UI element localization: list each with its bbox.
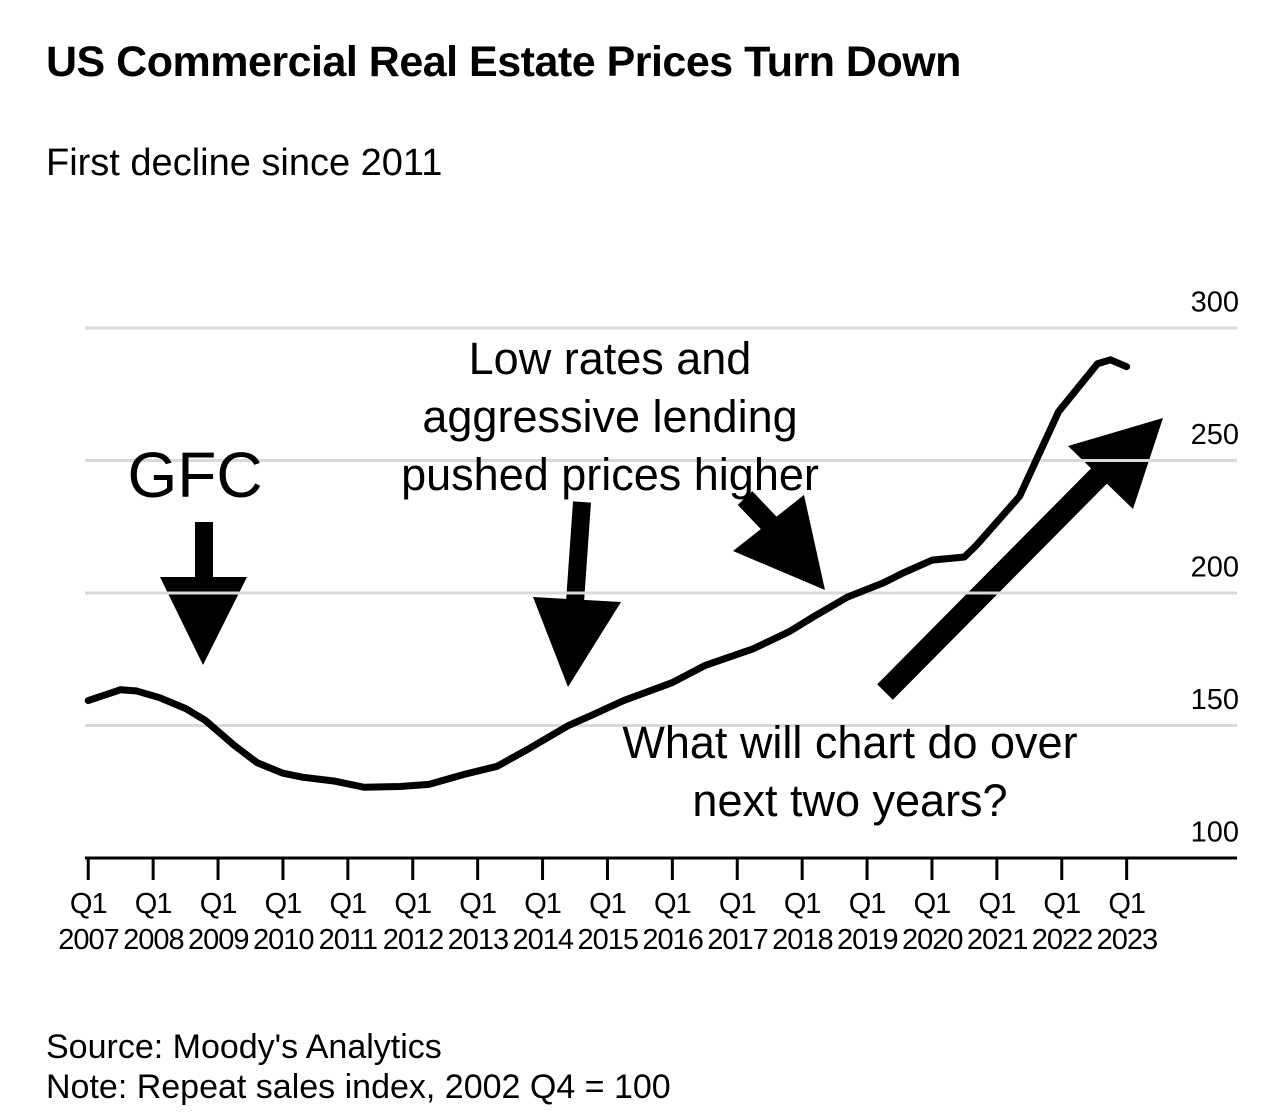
x-tick-label: Q1 2007 (58, 888, 120, 956)
x-tick-label: Q1 2016 (642, 888, 704, 956)
x-tick-label: Q1 2014 (512, 888, 575, 956)
x-tick-label: Q1 2010 (252, 888, 315, 956)
y-tick-label: 200 (1191, 552, 1239, 584)
chart-title: US Commercial Real Estate Prices Turn Do… (46, 38, 961, 86)
x-tick-label: Q1 2013 (447, 888, 510, 956)
x-tick-label: Q1 2011 (318, 888, 378, 956)
arrows (160, 418, 1163, 700)
source: Source: Moody's Analytics (46, 1028, 442, 1066)
x-tick-label: Q1 2020 (901, 888, 964, 956)
x-tick-label: Q1 2021 (966, 888, 1029, 956)
chart-subtitle: First decline since 2011 (46, 142, 443, 184)
y-tick-label: 150 (1191, 684, 1239, 716)
line (84, 356, 1131, 791)
x-tick-label: Q1 2009 (188, 888, 250, 956)
annotation: Low rates and aggressive lending pushed … (401, 333, 819, 500)
x-tick-label: Q1 2015 (577, 888, 639, 956)
y-tick-label: 100 (1191, 817, 1239, 849)
annotation: GFC (127, 439, 263, 511)
x-tick-label: Q1 2022 (1031, 888, 1094, 956)
y-tick-label: 250 (1191, 419, 1239, 451)
x-tick-label: Q1 2017 (707, 888, 769, 956)
x-tick-label: Q1 2018 (772, 888, 834, 956)
annotation: What will chart do over next two years? (622, 717, 1078, 826)
note: Note: Repeat sales index, 2002 Q4 = 100 (46, 1068, 671, 1106)
x-tick-label: Q1 2012 (382, 888, 445, 956)
x-tick-label: Q1 2023 (1096, 888, 1159, 956)
y-tick-label: 300 (1191, 287, 1239, 319)
x-tick-label: Q1 2019 (837, 888, 899, 956)
x-tick-label: Q1 2008 (123, 888, 185, 956)
